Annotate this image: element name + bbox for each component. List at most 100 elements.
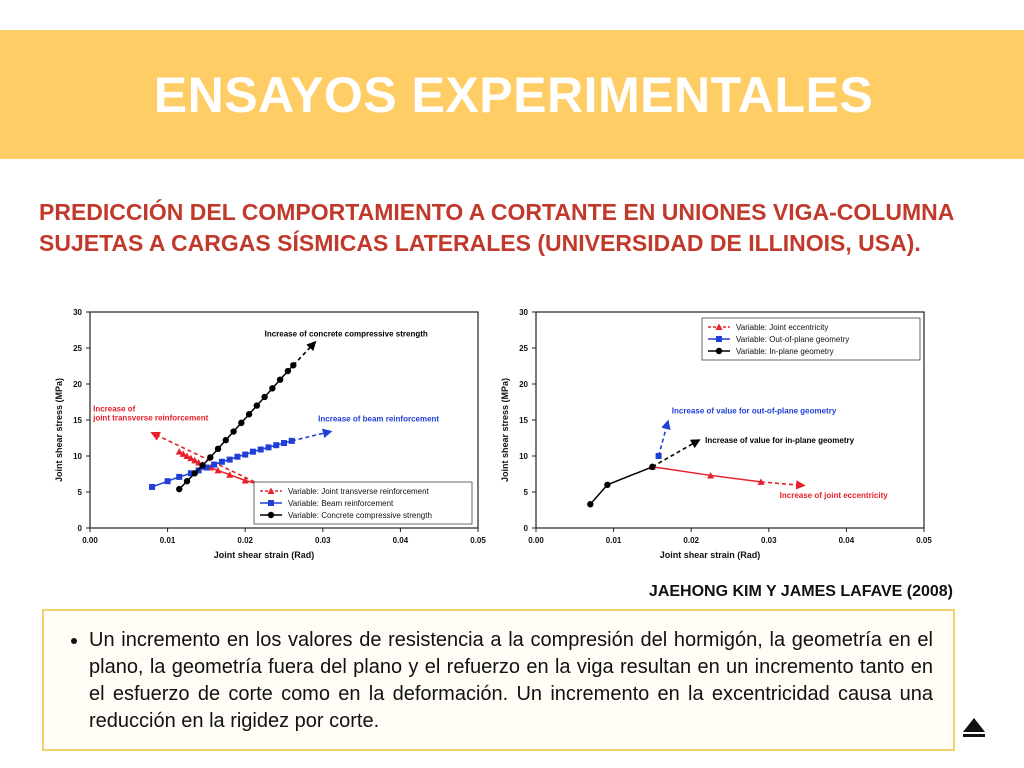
- data-point: [655, 453, 662, 459]
- x-tick-label: 0.03: [315, 536, 331, 545]
- trend-arrow: [150, 431, 262, 486]
- trend-arrow: [292, 340, 317, 366]
- series-line: [178, 364, 294, 490]
- legend-box: [701, 317, 921, 361]
- data-point: [207, 454, 214, 461]
- data-point: [281, 440, 287, 447]
- legend-label: Variable: Beam reinforcement: [288, 499, 394, 508]
- y-tick-label: 30: [73, 308, 82, 317]
- annotation: Increase of concrete compressive strengt…: [265, 329, 428, 338]
- trend-arrow: [652, 439, 701, 468]
- data-point: [290, 362, 297, 369]
- data-point: [234, 453, 241, 460]
- data-point: [267, 511, 275, 519]
- data-point: [218, 458, 225, 465]
- data-point: [273, 442, 280, 449]
- data-point: [226, 456, 233, 463]
- data-point: [257, 446, 264, 453]
- y-axis-label: Joint shear stress (MPa): [54, 378, 64, 482]
- data-point: [183, 478, 191, 485]
- title-banner: ENSAYOS EXPERIMENTALES: [0, 30, 1024, 159]
- x-tick-label: 0.00: [528, 536, 544, 545]
- data-point: [214, 445, 222, 452]
- y-tick-label: 10: [73, 452, 82, 461]
- data-point: [245, 411, 253, 418]
- data-point: [249, 448, 256, 455]
- data-point: [214, 466, 222, 474]
- legend: Variable: Joint transverse reinforcement…: [253, 481, 473, 525]
- chart-right: 0.00 0.01 0.02 0.03 0.04 0.05 0 5 10 15 20 25 30 Join…: [500, 308, 932, 560]
- legend-label: Variable: Out-of-plane geometry: [736, 335, 849, 344]
- data-point: [203, 464, 210, 471]
- annotation: joint transverse reinforcement: [92, 414, 208, 423]
- data-point: [149, 483, 156, 490]
- data-point: [176, 485, 183, 493]
- data-point: [176, 473, 183, 480]
- data-point: [716, 336, 722, 342]
- data-point: [715, 347, 723, 355]
- data-point: [276, 376, 284, 383]
- x-tick-label: 0.01: [606, 536, 622, 545]
- y-tick-label: 10: [519, 452, 528, 461]
- annotation: Increase of value for out-of-plane geome…: [672, 407, 837, 416]
- x-tick-label: 0.02: [683, 536, 699, 545]
- x-tick-label: 0.01: [160, 536, 176, 545]
- summary-box: Un incremento en los valores de resisten…: [42, 609, 955, 751]
- x-axis-label: Joint shear strain (Rad): [660, 550, 761, 560]
- data-point: [265, 444, 272, 451]
- data-point: [238, 419, 245, 427]
- y-tick-label: 30: [519, 308, 528, 317]
- legend-label: Variable: Joint eccentricity: [736, 323, 828, 332]
- legend-box: [253, 481, 473, 525]
- y-tick-label: 25: [73, 344, 82, 353]
- x-tick-label: 0.03: [761, 536, 777, 545]
- data-point: [191, 456, 199, 464]
- legend-label: Variable: Joint transverse reinforcement: [288, 487, 430, 496]
- data-point: [288, 437, 295, 444]
- citation: JAEHONG KIM Y JAMES LAFAVE (2008): [648, 583, 953, 600]
- data-point: [587, 501, 594, 508]
- y-tick-label: 25: [519, 344, 528, 353]
- legend: Variable: Joint eccentricity Variable: Ou…: [701, 317, 921, 361]
- chart-left: 0.00 0.01 0.02 0.03 0.04 0.05 0 5 10 15 20 25 30 Join…: [54, 308, 486, 560]
- data-point: [187, 454, 195, 462]
- data-point: [269, 385, 276, 392]
- data-point: [211, 461, 218, 468]
- trend-arrow: [760, 480, 806, 490]
- slide-subtitle: PREDICCIÓN DEL COMPORTAMIENTO A CORTANTE…: [39, 199, 954, 256]
- data-point: [757, 478, 765, 485]
- legend-label: Variable: Concrete compressive strength: [288, 511, 432, 520]
- data-point: [179, 450, 187, 457]
- y-tick-label: 5: [78, 488, 83, 497]
- data-point: [253, 402, 261, 409]
- y-tick-label: 20: [519, 380, 528, 389]
- data-point: [284, 367, 292, 375]
- data-point: [241, 476, 249, 484]
- bullet-item: Un incremento en los valores de resisten…: [89, 627, 933, 735]
- data-point: [164, 478, 171, 485]
- data-point: [267, 487, 275, 494]
- data-point: [715, 323, 723, 330]
- legend-label: Variable: In-plane geometry: [736, 347, 834, 356]
- bullet-list: Un incremento en los valores de resisten…: [44, 627, 933, 735]
- data-point: [261, 393, 268, 401]
- triangle-up-icon[interactable]: [961, 716, 987, 738]
- x-tick-label: 0.05: [916, 536, 932, 545]
- data-point: [175, 448, 183, 455]
- annotation: Increase of value for in-plane geometry: [705, 436, 854, 445]
- data-point: [222, 436, 229, 444]
- data-point: [242, 451, 249, 458]
- data-point: [183, 452, 191, 459]
- data-point: [268, 500, 274, 506]
- x-tick-label: 0.04: [839, 536, 855, 545]
- data-point: [195, 467, 202, 474]
- annotation: Increase of joint eccentricity: [780, 491, 889, 500]
- series-0: [648, 463, 806, 490]
- annotation: Increase of: [93, 404, 136, 413]
- data-point: [199, 462, 206, 469]
- y-tick-label: 0: [78, 524, 83, 533]
- trend-arrow: [657, 419, 671, 457]
- y-tick-label: 20: [73, 380, 82, 389]
- x-tick-label: 0.04: [393, 536, 409, 545]
- data-point: [604, 481, 611, 488]
